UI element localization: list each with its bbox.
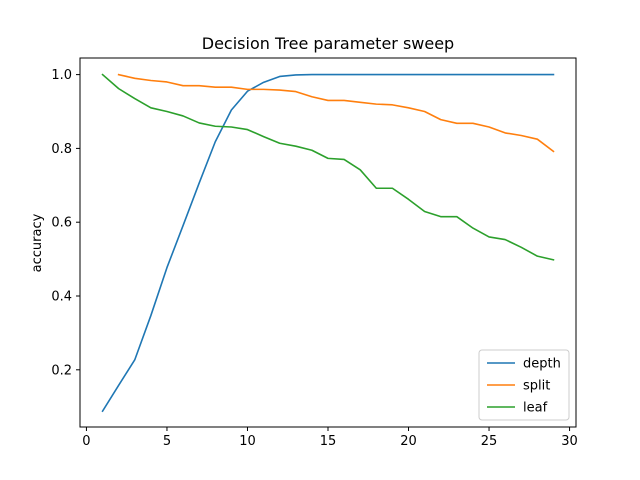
- legend: depth split leaf: [478, 349, 570, 421]
- x-tick-label: 5: [163, 434, 171, 449]
- legend-label-depth: depth: [523, 357, 561, 372]
- legend-label-leaf: leaf: [523, 401, 548, 416]
- series-line-split: [117, 73, 555, 153]
- x-tick-label: 30: [561, 434, 578, 449]
- legend-box: [478, 349, 570, 421]
- y-tick-label: 0.8: [51, 142, 72, 157]
- y-tick-label: 1.0: [51, 68, 72, 83]
- y-tick-label: 0.4: [51, 290, 72, 305]
- plot-frame: [79, 57, 577, 428]
- series-layer: [101, 73, 555, 413]
- plot-area: 0 5 10 15 20 25 30 0.2 0.4 0.6 0.8 1.0: [51, 57, 578, 449]
- x-tick-label: 20: [400, 434, 417, 449]
- chart-title: Decision Tree parameter sweep: [202, 34, 454, 53]
- legend-label-split: split: [523, 379, 550, 394]
- x-tick-label: 25: [481, 434, 498, 449]
- y-tick-label: 0.2: [51, 363, 72, 378]
- ticks-layer: 0 5 10 15 20 25 30 0.2 0.4 0.6 0.8 1.0: [51, 68, 578, 449]
- y-axis-label: accuracy: [30, 213, 45, 272]
- x-tick-label: 10: [239, 434, 256, 449]
- x-tick-label: 0: [82, 434, 90, 449]
- series-line-depth: [101, 73, 555, 413]
- series-line-leaf: [101, 73, 555, 261]
- y-tick-label: 0.6: [51, 216, 72, 231]
- x-tick-label: 15: [320, 434, 337, 449]
